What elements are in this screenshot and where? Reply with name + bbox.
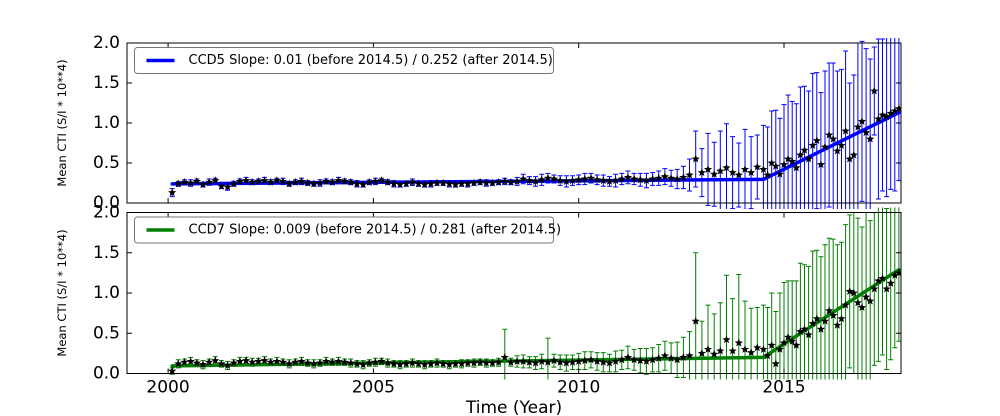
y-tick-label: 1.0 — [93, 283, 120, 303]
y-tick-label: 2.0 — [93, 203, 120, 223]
y-tick-label: 0.0 — [93, 193, 120, 213]
tick-marks — [127, 42, 901, 204]
y-axis-label: Mean CTI (S/I * 10**4) — [55, 59, 69, 186]
y-tick-label: 1.5 — [93, 73, 120, 93]
legend-box — [134, 47, 554, 74]
x-tick-label: 2005 — [352, 378, 395, 398]
x-axis-label: Time (Year) — [465, 398, 562, 416]
x-tick-label: 2000 — [146, 378, 189, 398]
tick-marks — [127, 212, 901, 374]
y-tick-label: 0.5 — [93, 153, 120, 173]
y-axis-label: Mean CTI (S/I * 10**4) — [55, 229, 69, 356]
legend-box — [134, 216, 554, 244]
ccd5-subplot: 0.0 0.5 1.0 1.5 2.0 Mean CTI (S/I * 10**4) CCD… — [55, 33, 902, 213]
ccd5-data-points — [168, 86, 901, 197]
y-tick-label: 0.5 — [93, 323, 120, 343]
ccd5-fit-line — [170, 110, 901, 186]
ccd7-fit-line — [170, 267, 901, 368]
ccd7-subplot: 0.0 0.5 1.0 1.5 2.0 2000 2005 2010 2015 Time (Yea… — [55, 203, 902, 416]
x-tick-label: 2015 — [762, 378, 805, 398]
ccd7-legend: CCD7 Slope: 0.009 (before 2014.5) / 0.28… — [134, 216, 562, 244]
legend-label: CCD5 Slope: 0.01 (before 2014.5) / 0.252… — [189, 53, 553, 68]
x-tick-label: 2010 — [557, 378, 600, 398]
y-tick-label: 0.0 — [93, 364, 120, 384]
y-tick-label: 1.0 — [93, 113, 120, 133]
y-tick-label: 2.0 — [93, 33, 120, 53]
ccd7-data-points — [168, 268, 901, 375]
y-tick-label: 1.5 — [93, 243, 120, 263]
legend-label: CCD7 Slope: 0.009 (before 2014.5) / 0.28… — [189, 223, 562, 238]
ccd5-legend: CCD5 Slope: 0.01 (before 2014.5) / 0.252… — [134, 47, 554, 74]
